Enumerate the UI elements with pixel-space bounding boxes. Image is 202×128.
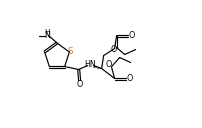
Text: S: S (67, 47, 73, 56)
Text: N: N (44, 31, 50, 40)
Text: O: O (128, 31, 135, 40)
Text: O: O (110, 45, 117, 54)
Text: H: H (44, 29, 50, 35)
Text: O: O (105, 60, 112, 69)
Text: O: O (126, 74, 133, 83)
Text: O: O (76, 80, 83, 89)
Text: HN: HN (84, 60, 96, 69)
